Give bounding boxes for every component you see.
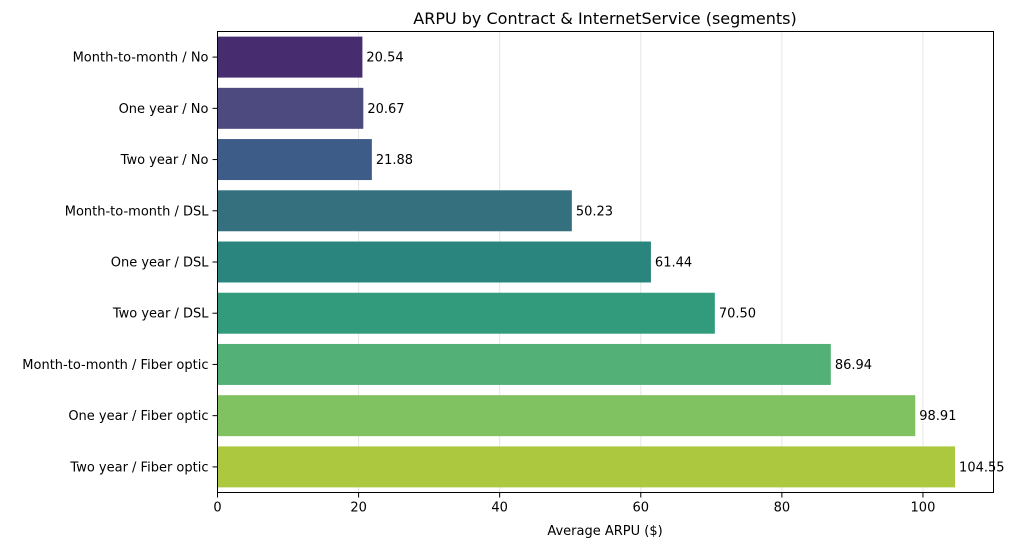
- bar: [217, 446, 956, 488]
- x-axis: 0 20 40 60 80 100: [213, 492, 936, 516]
- bar-value-label: 20.67: [367, 102, 404, 117]
- chart-title: ARPU by Contract & InternetService (segm…: [413, 9, 796, 28]
- bar: [217, 36, 363, 78]
- bar-value-label: 50.23: [576, 204, 613, 219]
- x-tick-label: 20: [350, 501, 367, 516]
- y-tick-labels: Month-to-month / No One year / No Two year…: [22, 51, 218, 475]
- plot-frame: [217, 31, 994, 493]
- bar-value-label: 61.44: [655, 256, 692, 271]
- y-tick-label: Two year / No: [120, 153, 209, 168]
- bar: [217, 343, 831, 385]
- y-tick-label: Two year / DSL: [112, 307, 209, 322]
- bar: [217, 139, 372, 181]
- bar-value-label: 20.54: [366, 51, 403, 66]
- bar: [217, 395, 916, 437]
- x-tick-label: 100: [911, 501, 936, 516]
- y-tick-label: Month-to-month / DSL: [65, 204, 210, 219]
- bar: [217, 190, 572, 232]
- bar: [217, 292, 715, 334]
- y-tick-label: One year / No: [119, 102, 209, 117]
- bar-value-label: 98.91: [919, 409, 956, 424]
- x-tick-label: 80: [774, 501, 791, 516]
- bar: [217, 241, 651, 283]
- x-tick-label: 40: [491, 501, 508, 516]
- y-tick-label: Month-to-month / Fiber optic: [22, 358, 208, 373]
- y-tick-label: Two year / Fiber optic: [69, 460, 208, 475]
- x-tick-label: 60: [632, 501, 649, 516]
- y-tick-label: One year / Fiber optic: [68, 409, 208, 424]
- y-tick-label: Month-to-month / No: [73, 51, 209, 66]
- bar-value-label: 70.50: [719, 307, 756, 322]
- bar-value-label: 86.94: [835, 358, 872, 373]
- bars: 20.54 20.67 21.88 50.23 61.44 70.50 86.94 98.91…: [217, 36, 1005, 488]
- bar-value-label: 21.88: [376, 153, 413, 168]
- bar: [217, 87, 364, 129]
- y-tick-label: One year / DSL: [111, 256, 210, 271]
- x-tick-label: 0: [213, 501, 221, 516]
- x-axis-label: Average ARPU ($): [547, 524, 662, 539]
- bar-value-label: 104.55: [959, 460, 1005, 475]
